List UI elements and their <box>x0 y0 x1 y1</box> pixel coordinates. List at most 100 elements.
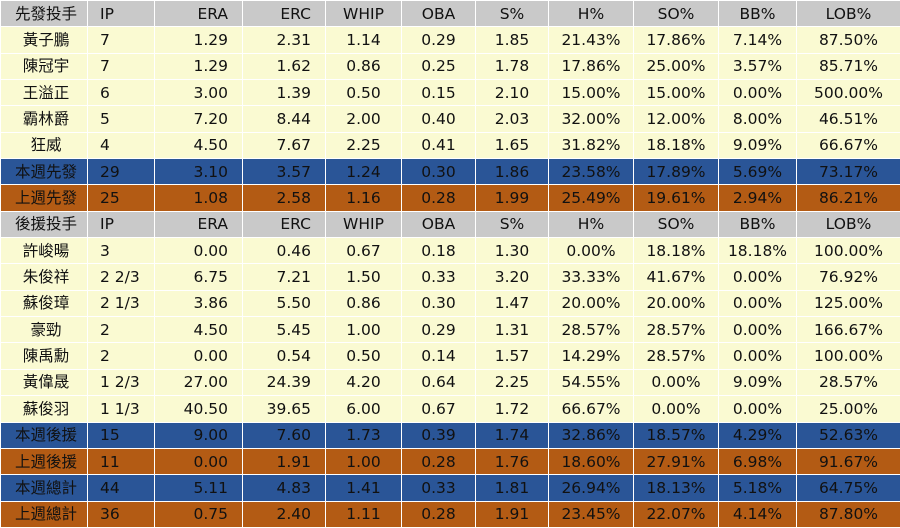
bb-pct-cell: 6.98% <box>719 448 797 474</box>
oba-cell: 0.29 <box>402 27 476 53</box>
so-pct-cell: 19.61% <box>634 185 719 211</box>
pitcher-name-cell: 本週後援 <box>1 422 88 448</box>
whip-cell: 0.86 <box>326 290 402 316</box>
oba-cell: 0.18 <box>402 238 476 264</box>
column-header: ERC <box>243 1 326 27</box>
h-pct-cell: 25.49% <box>549 185 634 211</box>
pitcher-name-cell: 王溢正 <box>1 80 88 106</box>
lob-pct-cell: 125.00% <box>797 290 900 316</box>
so-pct-cell: 18.18% <box>634 238 719 264</box>
column-header: ERA <box>155 211 243 237</box>
h-pct-cell: 31.82% <box>549 132 634 158</box>
so-pct-cell: 15.00% <box>634 80 719 106</box>
lob-pct-cell: 87.50% <box>797 27 900 53</box>
s-pct-cell: 2.03 <box>476 106 549 132</box>
lob-pct-cell: 64.75% <box>797 475 900 501</box>
whip-cell: 0.67 <box>326 238 402 264</box>
so-pct-cell: 20.00% <box>634 290 719 316</box>
h-pct-cell: 21.43% <box>549 27 634 53</box>
so-pct-cell: 28.57% <box>634 343 719 369</box>
so-pct-cell: 25.00% <box>634 53 719 79</box>
s-pct-cell: 1.76 <box>476 448 549 474</box>
whip-cell: 4.20 <box>326 369 402 395</box>
era-cell: 4.50 <box>155 317 243 343</box>
ip-cell: 29 <box>88 159 155 185</box>
whip-cell: 0.50 <box>326 343 402 369</box>
whip-cell: 0.86 <box>326 53 402 79</box>
so-pct-cell: 18.57% <box>634 422 719 448</box>
bb-pct-cell: 2.94% <box>719 185 797 211</box>
erc-cell: 7.60 <box>243 422 326 448</box>
column-header: OBA <box>402 211 476 237</box>
bb-pct-cell: 7.14% <box>719 27 797 53</box>
oba-cell: 0.29 <box>402 317 476 343</box>
column-header: ERA <box>155 1 243 27</box>
erc-cell: 2.40 <box>243 501 326 527</box>
oba-cell: 0.33 <box>402 264 476 290</box>
h-pct-cell: 33.33% <box>549 264 634 290</box>
bb-pct-cell: 5.18% <box>719 475 797 501</box>
era-cell: 1.29 <box>155 53 243 79</box>
lob-pct-cell: 76.92% <box>797 264 900 290</box>
s-pct-cell: 1.72 <box>476 396 549 422</box>
ip-cell: 2 <box>88 317 155 343</box>
oba-cell: 0.28 <box>402 501 476 527</box>
column-header: S% <box>476 211 549 237</box>
lob-pct-cell: 166.67% <box>797 317 900 343</box>
ip-cell: 2 1/3 <box>88 290 155 316</box>
erc-cell: 4.83 <box>243 475 326 501</box>
pitcher-name-cell: 豪勁 <box>1 317 88 343</box>
column-header: BB% <box>719 1 797 27</box>
so-pct-cell: 12.00% <box>634 106 719 132</box>
pitcher-name-cell: 蘇俊羽 <box>1 396 88 422</box>
h-pct-cell: 28.57% <box>549 317 634 343</box>
era-cell: 0.00 <box>155 238 243 264</box>
s-pct-cell: 1.86 <box>476 159 549 185</box>
erc-cell: 39.65 <box>243 396 326 422</box>
column-header: SO% <box>634 1 719 27</box>
column-header: BB% <box>719 211 797 237</box>
oba-cell: 0.15 <box>402 80 476 106</box>
h-pct-cell: 18.60% <box>549 448 634 474</box>
h-pct-cell: 26.94% <box>549 475 634 501</box>
oba-cell: 0.41 <box>402 132 476 158</box>
oba-cell: 0.39 <box>402 422 476 448</box>
so-pct-cell: 0.00% <box>634 369 719 395</box>
pitcher-name-cell: 陳冠宇 <box>1 53 88 79</box>
so-pct-cell: 28.57% <box>634 317 719 343</box>
lob-pct-cell: 25.00% <box>797 396 900 422</box>
ip-cell: 3 <box>88 238 155 264</box>
column-header: WHIP <box>326 211 402 237</box>
s-pct-cell: 1.81 <box>476 475 549 501</box>
erc-cell: 7.21 <box>243 264 326 290</box>
bb-pct-cell: 4.14% <box>719 501 797 527</box>
h-pct-cell: 32.00% <box>549 106 634 132</box>
bb-pct-cell: 8.00% <box>719 106 797 132</box>
bb-pct-cell: 0.00% <box>719 264 797 290</box>
h-pct-cell: 23.45% <box>549 501 634 527</box>
h-pct-cell: 20.00% <box>549 290 634 316</box>
era-cell: 4.50 <box>155 132 243 158</box>
oba-cell: 0.67 <box>402 396 476 422</box>
so-pct-cell: 18.13% <box>634 475 719 501</box>
so-pct-cell: 17.86% <box>634 27 719 53</box>
ip-cell: 44 <box>88 475 155 501</box>
h-pct-cell: 23.58% <box>549 159 634 185</box>
ip-cell: 2 <box>88 343 155 369</box>
pitcher-name-cell: 上週總計 <box>1 501 88 527</box>
pitcher-name-cell: 陳禹勳 <box>1 343 88 369</box>
era-cell: 0.00 <box>155 343 243 369</box>
pitcher-name-cell: 黃子鵬 <box>1 27 88 53</box>
whip-cell: 1.11 <box>326 501 402 527</box>
column-header: IP <box>88 211 155 237</box>
pitcher-name-cell: 狂威 <box>1 132 88 158</box>
bb-pct-cell: 0.00% <box>719 343 797 369</box>
